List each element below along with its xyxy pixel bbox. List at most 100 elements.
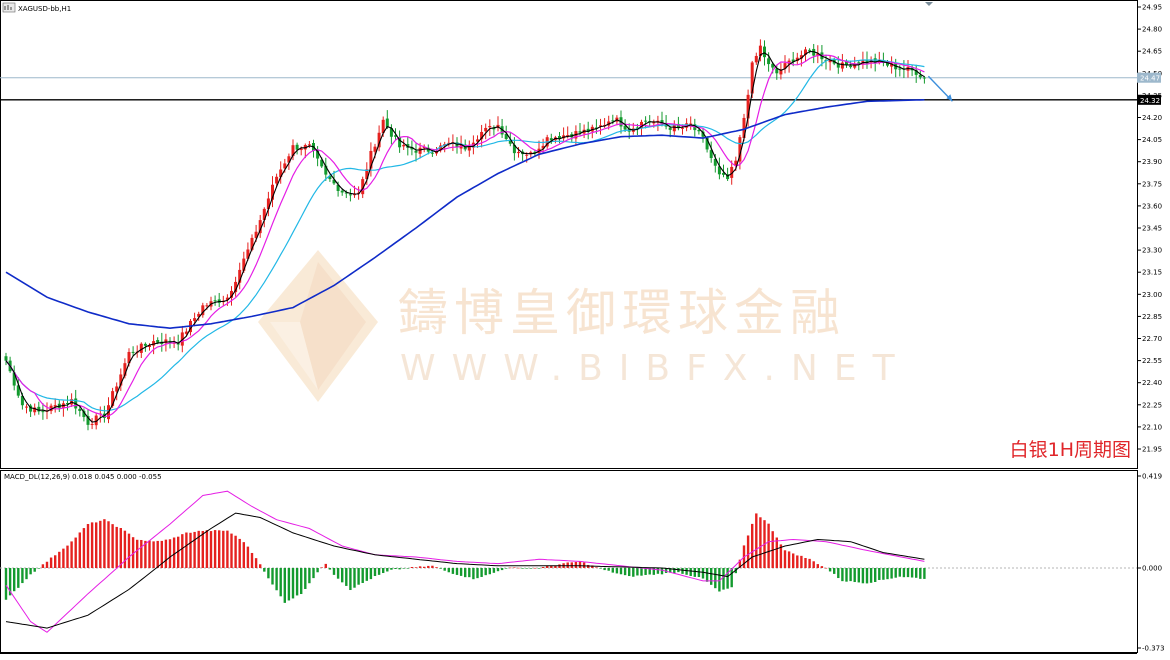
macd-bar (828, 568, 832, 572)
macd-bar (751, 523, 754, 568)
macd-bar (599, 568, 602, 569)
macd-bar (70, 541, 73, 568)
candle (307, 141, 311, 148)
macd-bar (263, 568, 266, 572)
macd-bar (291, 568, 295, 599)
price-tick-label: 23.00 (1142, 291, 1162, 299)
price-tick-label: 23.45 (1142, 225, 1162, 233)
price-tick-label: 22.85 (1142, 313, 1162, 321)
macd-bar (496, 568, 500, 572)
symbol-header: XAGUSD-bb,H1 (18, 5, 71, 13)
candle (262, 207, 266, 228)
macd-bar (386, 568, 389, 572)
candle (541, 138, 545, 153)
price-tick-label: 22.40 (1142, 379, 1162, 387)
macd-bar (787, 551, 791, 568)
macd-bar (804, 558, 807, 568)
macd-bar (919, 568, 922, 579)
macd-bar (33, 568, 36, 572)
macd-bar (476, 568, 479, 579)
macd-bar (119, 528, 122, 568)
macd-bar (99, 520, 102, 568)
candle (16, 377, 20, 398)
macd-bar (484, 568, 487, 576)
macd-bar (131, 537, 135, 568)
shift-marker-icon[interactable] (925, 2, 933, 6)
macd-bar (107, 521, 110, 568)
price-tick-label: 24.20 (1142, 114, 1162, 122)
candle (644, 116, 648, 129)
macd-bar (29, 568, 32, 575)
candle (484, 123, 488, 140)
candle (402, 139, 406, 151)
candle (213, 295, 217, 306)
macd-bar (541, 566, 545, 568)
macd-bar (824, 567, 828, 569)
macd-bar (792, 553, 795, 568)
macd-bar (865, 568, 869, 584)
price-tick-label: 23.15 (1142, 269, 1162, 277)
macd-bar (427, 565, 430, 568)
macd-bar (689, 568, 692, 576)
macd-bar (90, 522, 94, 568)
macd-bar (177, 536, 180, 568)
macd-bar (156, 540, 159, 568)
macd-bar (644, 568, 647, 575)
candle (914, 64, 918, 83)
candle (33, 403, 37, 416)
macd-bar (730, 568, 733, 588)
current-price-label: 24.47 (1140, 75, 1160, 83)
macd-bar (4, 568, 8, 600)
candle (795, 52, 799, 65)
macd-bar (353, 568, 356, 588)
macd-bar (509, 567, 512, 569)
macd-bar (537, 568, 541, 569)
candle (82, 408, 86, 422)
macd-bar (857, 568, 860, 583)
level-price-label: 24.32 (1140, 97, 1160, 105)
ma-mid-line (5, 54, 925, 418)
macd-bar (878, 568, 881, 580)
candle (246, 242, 250, 261)
macd-bar (259, 564, 262, 568)
price-tick-label: 24.65 (1142, 48, 1162, 56)
macd-bar (246, 546, 250, 568)
macd-bar (168, 539, 172, 568)
candle (279, 161, 283, 184)
macd-bar (357, 568, 360, 585)
macd-bar (701, 568, 705, 579)
candle (115, 382, 119, 401)
price-tick-label: 24.80 (1142, 26, 1162, 34)
forecast-arrow-head-icon (946, 94, 953, 102)
macd-bar (800, 555, 803, 568)
candle (422, 144, 426, 153)
candle (197, 311, 201, 321)
macd-bar (697, 568, 701, 578)
horizontal-lines (0, 77, 1137, 101)
symbol-icon (2, 2, 16, 13)
macd-bar (316, 568, 319, 573)
price-tick-label: 24.05 (1142, 136, 1162, 144)
level-price-tag (1137, 94, 1161, 105)
candle (184, 328, 188, 337)
macd-bar (414, 567, 418, 568)
watermark-cn-text: 鑄博皇御環球金融 (398, 284, 846, 342)
candle (164, 333, 168, 352)
macd-bar (841, 568, 844, 582)
macd-bar (882, 568, 885, 580)
macd-bar (570, 562, 573, 568)
macd-bar (664, 568, 668, 573)
price-tick-label: 21.95 (1142, 446, 1162, 454)
macd-bar (197, 530, 200, 568)
macd-bar (54, 555, 57, 568)
macd-bar (382, 568, 385, 574)
macd-bar (874, 568, 877, 583)
candle (4, 352, 8, 366)
macd-bar (86, 524, 90, 568)
candle (66, 395, 69, 411)
candle (922, 75, 926, 84)
macd-bar (21, 568, 24, 584)
macd-axis: 0.419 0.000 -0.373 (1137, 473, 1165, 653)
